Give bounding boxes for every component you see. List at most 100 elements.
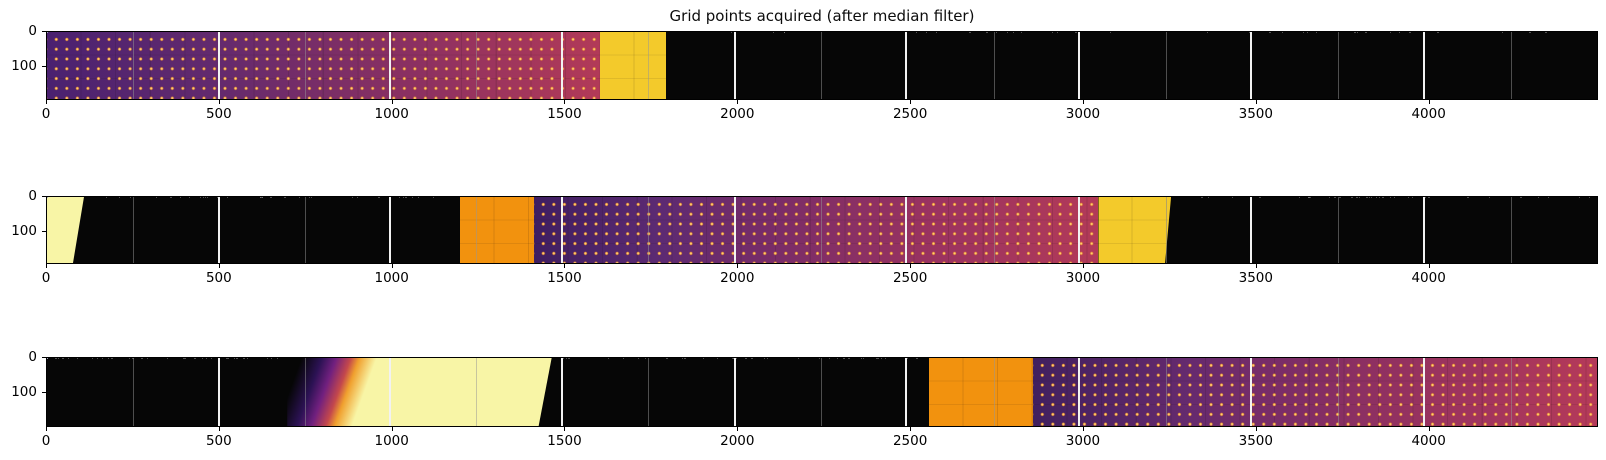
noise-speck: [47, 197, 48, 198]
noise-speck: [47, 197, 48, 198]
noise-speck: [47, 197, 48, 198]
noise-speck: [47, 197, 48, 198]
panel-separator-gray: [994, 197, 996, 263]
x-tick-label: 2500: [892, 433, 928, 449]
noise-speck: [47, 32, 48, 33]
panel-separator-gray: [132, 197, 134, 263]
noise-speck: [764, 358, 766, 359]
noise-speck: [47, 358, 48, 359]
panel-separator-gray: [820, 358, 822, 426]
noise-speck: [47, 358, 48, 359]
noise-speck: [1249, 32, 1251, 33]
noise-speck: [47, 197, 48, 198]
noise-speck: [47, 197, 48, 198]
noise-speck: [47, 197, 48, 198]
x-tick-label: 0: [41, 106, 51, 122]
noise-speck: [47, 32, 48, 33]
noise-speck: [1333, 197, 1336, 198]
noise-speck: [47, 32, 48, 33]
x-tick-label: 2500: [892, 270, 928, 286]
noise-speck: [1365, 197, 1368, 198]
noise-speck: [47, 32, 48, 33]
noise-speck: [205, 197, 207, 198]
noise-speck: [47, 197, 48, 198]
noise-speck: [916, 358, 918, 359]
noise-speck: [47, 358, 48, 359]
noise-speck: [47, 358, 48, 359]
region-gradient: [533, 197, 1099, 263]
noise-speck: [47, 358, 48, 359]
noise-speck: [262, 197, 264, 198]
panel-separator-white: [389, 197, 392, 263]
noise-speck: [47, 32, 48, 33]
panel-separator-gray: [647, 197, 649, 263]
noise-speck: [47, 358, 48, 359]
panel-separator-gray: [647, 32, 649, 99]
noise-speck: [47, 197, 48, 198]
noise-speck: [277, 358, 279, 359]
noise-speck: [47, 358, 48, 359]
noise-speck: [47, 197, 48, 198]
noise-speck: [47, 358, 48, 359]
noise-speck: [47, 197, 48, 198]
region-gradient-slant: [287, 358, 551, 426]
panel-separator-gray: [994, 32, 996, 99]
panel-separator-gray: [132, 358, 134, 426]
noise-speck: [47, 32, 48, 33]
noise-speck: [47, 197, 48, 198]
noise-speck: [47, 358, 48, 359]
y-tick-label: 100: [11, 57, 37, 74]
y-tick-label: 100: [11, 383, 37, 400]
noise-speck: [47, 197, 48, 198]
noise-speck: [47, 197, 48, 198]
noise-speck: [47, 358, 48, 359]
noise-speck: [1282, 32, 1284, 33]
noise-speck: [77, 358, 79, 359]
noise-speck: [47, 358, 48, 359]
noise-speck: [772, 32, 774, 33]
noise-speck: [47, 197, 48, 198]
noise-speck: [47, 32, 48, 33]
noise-speck: [47, 358, 48, 359]
noise-speck: [47, 32, 48, 33]
noise-speck: [1538, 197, 1540, 198]
noise-speck: [216, 197, 218, 198]
noise-speck: [62, 358, 65, 359]
noise-speck: [47, 358, 48, 359]
noise-speck: [1355, 197, 1358, 198]
noise-speck: [47, 197, 48, 198]
noise-speck: [47, 358, 48, 359]
noise-speck: [47, 32, 48, 33]
panel-separator-white: [905, 358, 908, 426]
noise-speck: [47, 32, 48, 33]
noise-speck: [47, 32, 48, 33]
panel-separator-gray: [994, 358, 996, 426]
noise-speck: [47, 32, 48, 33]
panel-separator-white: [733, 32, 736, 99]
noise-speck: [47, 32, 48, 33]
noise-speck: [47, 32, 48, 33]
noise-speck: [47, 197, 48, 198]
noise-speck: [47, 197, 48, 198]
noise-speck: [235, 358, 238, 359]
noise-speck: [47, 358, 48, 359]
noise-speck: [1308, 197, 1311, 198]
noise-speck: [47, 32, 48, 33]
noise-speck: [968, 32, 971, 33]
noise-speck: [202, 197, 204, 198]
x-tick-label: 3000: [1065, 106, 1101, 122]
noise-speck: [47, 358, 48, 359]
noise-speck: [47, 32, 48, 33]
noise-speck: [47, 197, 48, 198]
noise-speck: [47, 32, 48, 33]
noise-speck: [47, 358, 48, 359]
noise-speck: [47, 32, 48, 33]
noise-speck: [47, 197, 48, 198]
noise-speck: [299, 197, 301, 198]
noise-speck: [47, 197, 48, 198]
noise-speck: [184, 358, 187, 359]
noise-speck: [47, 32, 48, 33]
noise-speck: [47, 197, 48, 198]
noise-speck: [47, 197, 48, 198]
noise-speck: [1356, 32, 1358, 33]
